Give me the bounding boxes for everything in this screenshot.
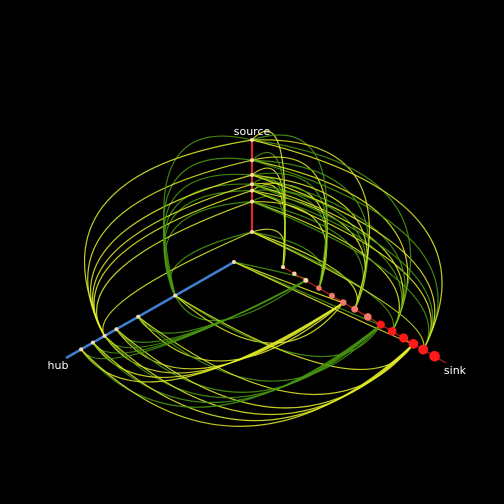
source-node [250, 230, 254, 234]
edge-hub-sink [115, 279, 307, 343]
hub-axis-label: hub [48, 359, 69, 372]
edge-hub-sink [137, 279, 307, 334]
edge-hub-sink [137, 316, 414, 395]
hub-node [136, 314, 141, 319]
sink-node [316, 285, 322, 291]
edge-source-sink [251, 130, 286, 268]
sink-node [328, 292, 335, 299]
edge-source-hub [164, 201, 253, 296]
edge-source-sink [251, 201, 364, 310]
edge-hub-sink [115, 324, 382, 393]
sink-axis-label: sink [444, 364, 467, 377]
edge-source-hub [93, 190, 253, 337]
sink-node [351, 305, 359, 313]
edge-source-hub [87, 159, 253, 337]
hub-node [173, 293, 178, 298]
edge-hub-sink [174, 295, 344, 344]
edge-hub-sink [80, 279, 307, 360]
edge-source-sink [251, 190, 432, 350]
sink-node [418, 344, 429, 355]
edge-hub-sink [137, 316, 382, 382]
sink-node [399, 333, 409, 343]
sink-axis [282, 266, 447, 364]
edge-source-sink [251, 134, 328, 289]
edge-hub-sink [174, 279, 307, 322]
hub-node [232, 260, 236, 264]
edge-source-hub [163, 135, 253, 296]
edge-source-hub [162, 173, 253, 296]
edge-layer [80, 130, 443, 427]
edge-source-sink [251, 172, 328, 289]
edge-hub-sink [115, 302, 344, 370]
source-node [250, 199, 254, 204]
sink-node [364, 313, 372, 321]
edge-source-hub [102, 231, 253, 337]
edge-hub-sink [233, 261, 345, 304]
hub-node [79, 347, 84, 352]
edge-hub-sink [104, 302, 344, 374]
edge-hub-sink [92, 324, 382, 404]
edge-hub-sink [233, 261, 382, 326]
hub-node [114, 327, 119, 332]
source-axis-label: source [234, 125, 271, 138]
edge-hub-sink [80, 324, 382, 408]
edge-source-sink [251, 139, 443, 350]
edge-source-sink [251, 159, 409, 332]
node-layer [79, 138, 440, 362]
sink-node [376, 320, 385, 329]
edge-source-hub [92, 183, 253, 337]
sink-node [281, 265, 285, 269]
edge-source-sink [251, 174, 436, 350]
edge-hub-sink [92, 342, 414, 422]
edge-hub-sink [80, 301, 344, 383]
sink-node [429, 351, 440, 362]
sink-node [387, 327, 397, 336]
source-node [250, 182, 254, 187]
edge-hub-sink [104, 335, 414, 416]
sink-node [408, 339, 419, 349]
sink-node [292, 271, 297, 276]
source-node [250, 173, 254, 177]
sink-node [303, 277, 309, 283]
edge-hub-sink [137, 302, 344, 362]
sink-node [340, 299, 347, 306]
edge-source-hub [83, 139, 253, 337]
edge-hub-sink [104, 324, 382, 399]
source-node [250, 138, 254, 142]
edge-source-sink [251, 139, 412, 332]
edge-source-sink [251, 156, 328, 289]
edge-hub-sink [80, 343, 414, 427]
edge-hub-sink [174, 295, 382, 358]
source-node [250, 188, 254, 193]
hub-node [102, 333, 107, 338]
edge-source-sink [251, 231, 425, 350]
source-node [250, 158, 254, 163]
edge-source-sink [251, 139, 370, 310]
hub-node [90, 340, 95, 345]
edge-source-sink [251, 183, 434, 350]
